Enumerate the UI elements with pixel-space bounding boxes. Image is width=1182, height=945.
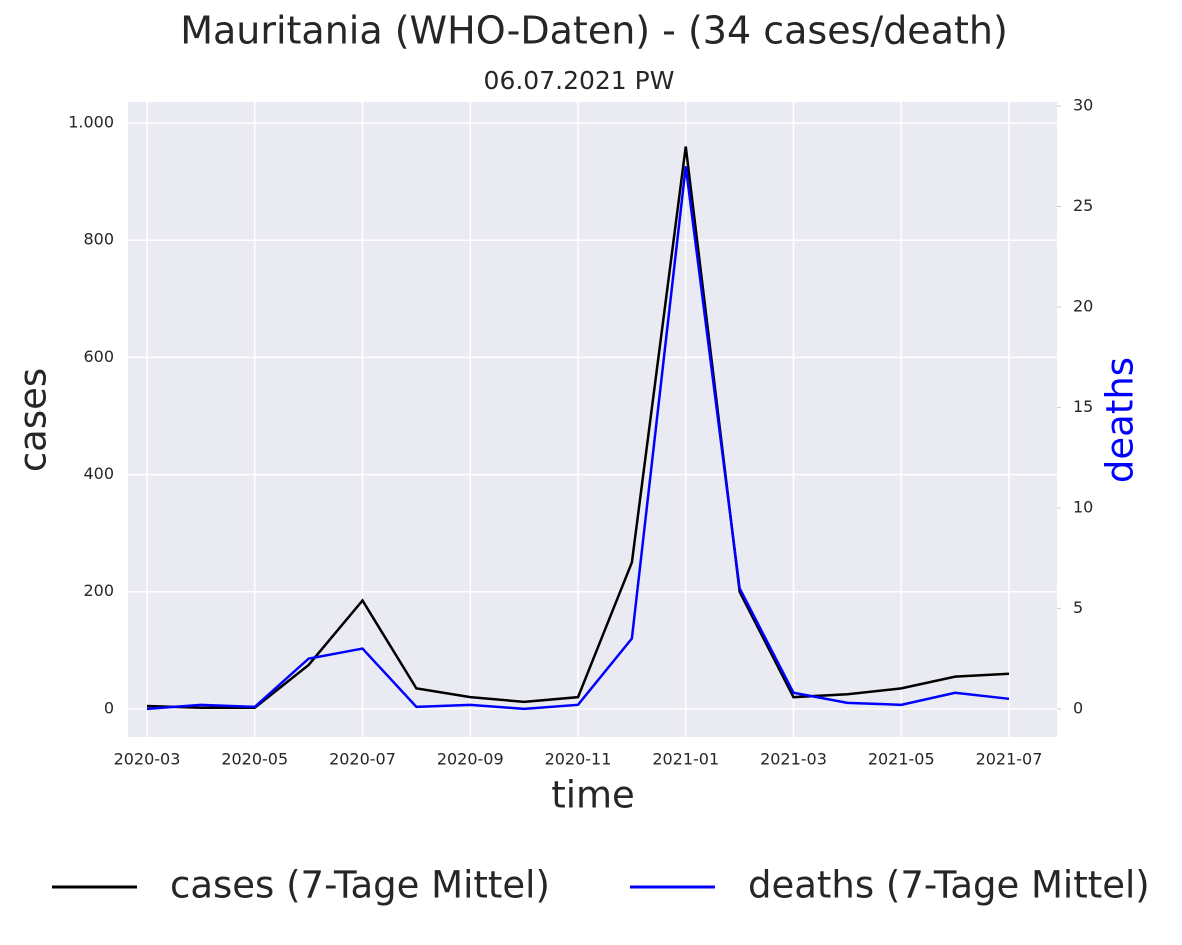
- x-tick-label: 2021-05: [868, 750, 935, 769]
- plot-area: [128, 102, 1057, 737]
- y-tick-label: 600: [83, 347, 114, 366]
- y-tick-label: 0: [104, 698, 114, 717]
- series-line: [146, 146, 1010, 709]
- y2-tick-label: 20: [1073, 296, 1093, 315]
- x-tick-label: 2021-07: [976, 750, 1043, 769]
- x-tick-label: 2020-09: [437, 750, 504, 769]
- y2-tick-label: 30: [1073, 96, 1093, 115]
- x-tick-label: 2021-01: [652, 750, 719, 769]
- y2-tick-label: 10: [1073, 497, 1093, 516]
- x-tick-label: 2020-07: [329, 750, 396, 769]
- y-tick-label: 200: [83, 581, 114, 600]
- legend-label: cases (7-Tage Mittel): [170, 864, 550, 907]
- y2-axis-label: deaths: [1099, 357, 1142, 483]
- y-tick-label: 400: [83, 464, 114, 483]
- legend-label: deaths (7-Tage Mittel): [748, 864, 1150, 907]
- x-tick-label: 2020-11: [545, 750, 612, 769]
- y2-tick-label: 25: [1073, 196, 1093, 215]
- chart-subtitle: 06.07.2021 PW: [484, 66, 675, 95]
- y-tick-label: 800: [83, 230, 114, 249]
- y2-tick-label: 15: [1073, 397, 1093, 416]
- y2-tick-label: 0: [1073, 698, 1083, 717]
- x-axis-label: time: [551, 774, 635, 817]
- x-tick-label: 2020-03: [114, 750, 181, 769]
- series-line: [146, 166, 1010, 711]
- x-tick-label: 2021-03: [760, 750, 827, 769]
- y-axis-label: cases: [12, 368, 55, 472]
- y2-tick-label: 5: [1073, 598, 1083, 617]
- chart-title: Mauritania (WHO-Daten) - (34 cases/death…: [180, 9, 1008, 53]
- y-tick-label: 1.000: [68, 113, 114, 132]
- x-tick-label: 2020-05: [221, 750, 288, 769]
